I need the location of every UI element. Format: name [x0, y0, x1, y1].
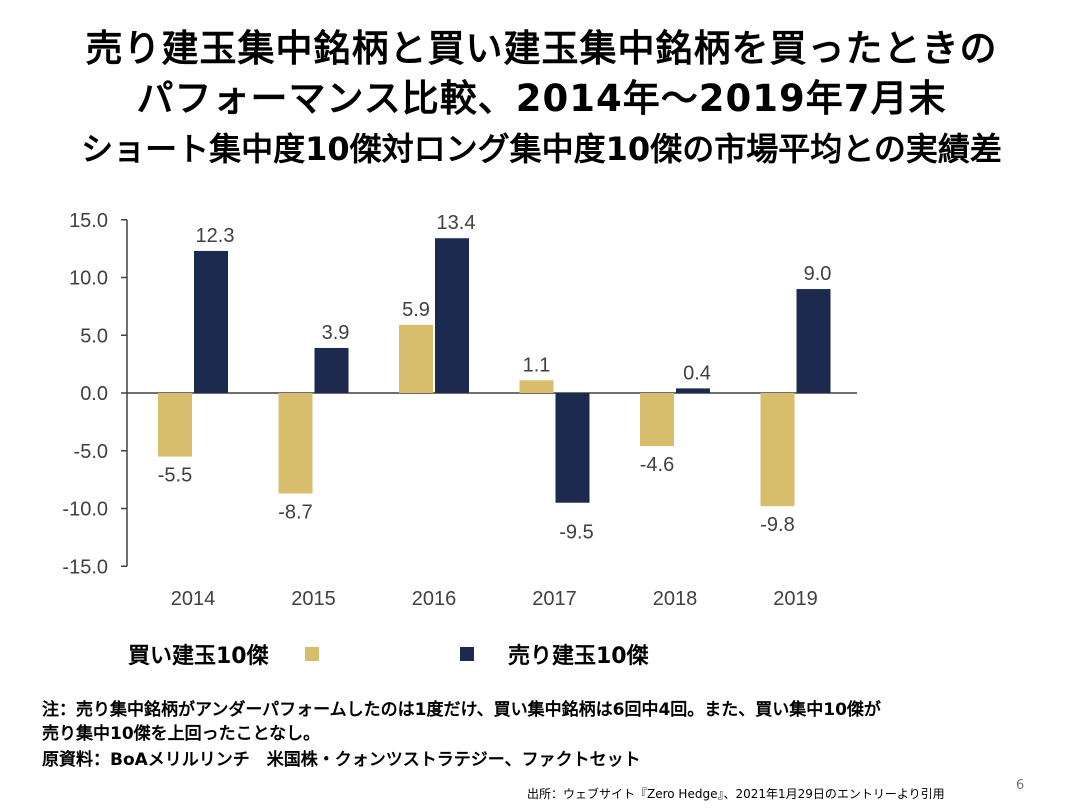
bar-sell-2015	[314, 347, 349, 393]
data-label-buy-2016: 5.9	[402, 299, 430, 321]
chart-title-line1: 売り建玉集中銘柄と買い建玉集中銘柄を買ったときの	[85, 27, 998, 70]
data-label-buy-2014: -5.5	[158, 465, 192, 487]
data-label-sell-2018: 0.4	[683, 362, 711, 384]
y-tick-label: 15.0	[69, 210, 108, 232]
x-tick-label-2014: 2014	[171, 588, 216, 610]
x-tick-label-2019: 2019	[773, 588, 818, 610]
bar-buy-2016	[399, 324, 433, 393]
y-tick-label: 10.0	[69, 268, 108, 290]
legend-label-buy: 買い建玉10傑	[128, 644, 269, 669]
legend-swatch-sell	[460, 647, 474, 661]
data-label-buy-2017: 1.1	[523, 354, 551, 376]
bar-buy-2015	[278, 393, 313, 494]
y-tick-label: 0.0	[80, 383, 108, 405]
data-label-sell-2017: -9.5	[559, 522, 593, 544]
legend-swatch-buy	[304, 647, 319, 661]
legend-item-sell: 売り建玉10傑	[460, 638, 649, 670]
chart-subtitle: ショート集中度10傑対ロング集中度10傑の市場平均との実績差	[81, 130, 1002, 168]
bar-buy-2019	[760, 393, 795, 507]
data-label-buy-2019: -9.8	[760, 514, 794, 536]
bar-buy-2014	[158, 393, 192, 457]
legend-label-sell: 売り建玉10傑	[508, 644, 649, 669]
data-label-buy-2018: -4.6	[640, 454, 674, 476]
x-tick-label-2016: 2016	[412, 588, 457, 610]
y-tick-label: -15.0	[62, 556, 108, 578]
note-line2: 売り集中10傑を上回ったことなし。	[42, 724, 321, 744]
bar-chart: 15.0 10.0 5.0 0.0 -5.0 -10.0 -15.0 -5.5 12.3 2014…	[62, 210, 857, 610]
x-tick-label-2018: 2018	[653, 588, 698, 610]
x-tick-label-2017: 2017	[532, 588, 577, 610]
data-label-buy-2015: -8.7	[278, 501, 312, 523]
bar-sell-2019	[796, 289, 831, 393]
data-label-sell-2015: 3.9	[322, 322, 350, 344]
bar-buy-2017	[519, 380, 554, 393]
note-source-line: 原資料：BoAメリルリンチ 米国株・クォンツストラテジー、ファクトセット	[42, 750, 641, 770]
bar-sell-2018	[676, 388, 710, 393]
note-line1: 注：売り集中銘柄がアンダーパフォームしたのは1度だけ、買い集中銘柄は6回中4回。…	[42, 700, 881, 720]
x-tick-label-2015: 2015	[291, 588, 336, 610]
y-tick-label: -5.0	[74, 441, 108, 463]
bar-sell-2016	[435, 238, 469, 393]
bar-buy-2018	[640, 393, 674, 447]
y-tick-label: -10.0	[62, 499, 108, 521]
bar-sell-2017	[555, 393, 590, 503]
bar-sell-2014	[194, 250, 228, 393]
data-label-sell-2016: 13.4	[437, 212, 476, 234]
legend-item-buy: 買い建玉10傑	[128, 638, 319, 670]
data-label-sell-2014: 12.3	[196, 225, 235, 247]
y-tick-label: 5.0	[80, 325, 108, 347]
source-citation: 出所：ウェブサイト『Zero Hedge』、2021年1月29日のエントリーより…	[527, 787, 945, 801]
data-label-sell-2019: 9.0	[804, 263, 832, 285]
chart-title-line2: パフォーマンス比較、2014年～2019年7月末	[136, 77, 947, 120]
page-number: 6	[1016, 778, 1025, 793]
